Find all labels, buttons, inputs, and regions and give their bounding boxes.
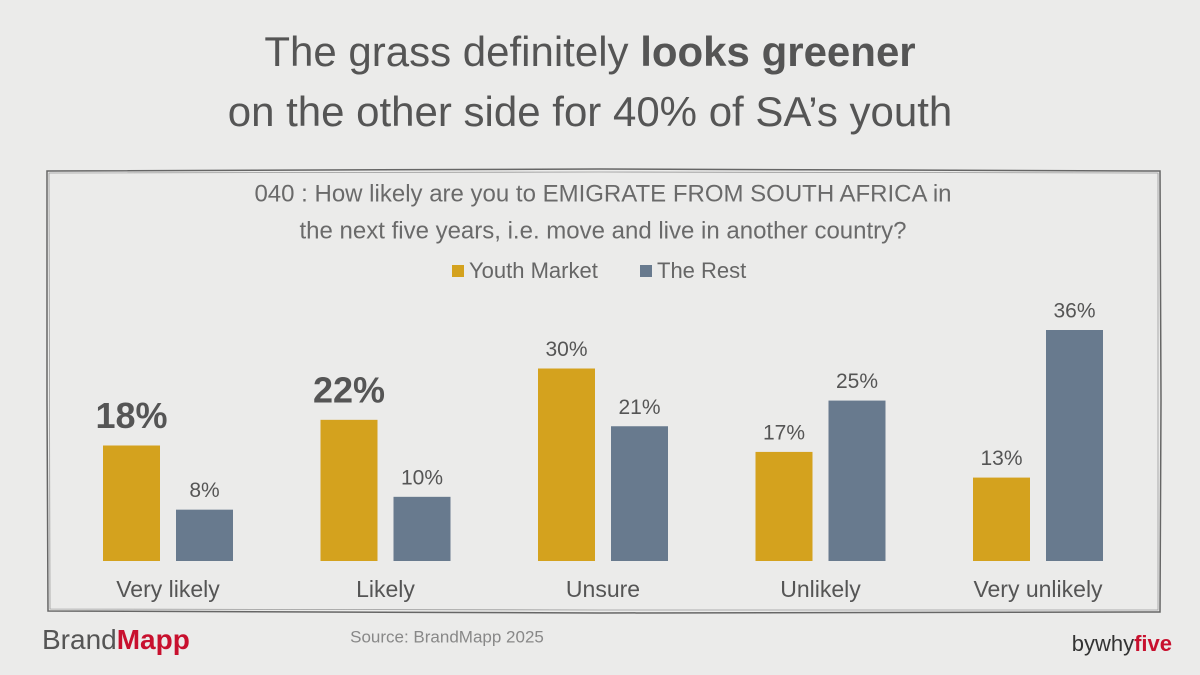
brand-second: Mapp [117, 624, 190, 655]
legend-swatch [452, 265, 464, 277]
source: Source: BrandMapp 2025 [350, 627, 544, 646]
brand-first: Brand [42, 624, 117, 655]
legend-label: The Rest [657, 258, 746, 283]
question-line-2: the next five years, i.e. move and live … [300, 217, 907, 244]
x-tick-label: Unlikely [780, 576, 861, 602]
value-label: 18% [95, 395, 167, 436]
x-tick-label: Unsure [566, 576, 640, 602]
value-label: 25% [836, 370, 878, 393]
question-line-1: 040 : How likely are you to EMIGRATE FRO… [254, 180, 951, 207]
legend-swatch [640, 265, 652, 277]
frame-sketch [48, 171, 1159, 611]
bar [755, 451, 813, 561]
x-tick-label: Very unlikely [973, 576, 1103, 602]
value-label: 13% [980, 447, 1022, 470]
title-line-1: The grass definitely looks greener [264, 28, 915, 75]
value-label: 22% [313, 369, 385, 410]
frame [46, 168, 1162, 614]
value-label: 10% [401, 466, 443, 489]
brand-logo: BrandMapp [42, 624, 190, 655]
x-tick-label: Very likely [116, 576, 220, 602]
title-bold: looks greener [640, 28, 915, 75]
credit-by: by [1072, 631, 1095, 656]
bar [1046, 330, 1103, 561]
value-label: 8% [189, 479, 219, 502]
bar [393, 496, 451, 561]
x-tick-label: Likely [356, 576, 415, 602]
bar [611, 426, 668, 561]
credit-five: five [1134, 631, 1172, 656]
value-label: 30% [545, 338, 587, 361]
bar [538, 368, 595, 561]
credit-logo: bywhyfive [1072, 631, 1172, 656]
credit-why: why [1094, 631, 1134, 656]
bar [176, 509, 233, 561]
value-label: 21% [618, 396, 660, 419]
bar [828, 400, 886, 561]
title-start: The grass definitely [264, 28, 628, 75]
legend-label: Youth Market [469, 258, 598, 283]
value-label: 17% [763, 421, 805, 444]
title-line-2: on the other side for 40% of SA’s youth [228, 88, 953, 135]
bar [103, 445, 160, 561]
bar [973, 477, 1030, 561]
bar [320, 419, 378, 561]
value-label: 36% [1053, 300, 1095, 323]
